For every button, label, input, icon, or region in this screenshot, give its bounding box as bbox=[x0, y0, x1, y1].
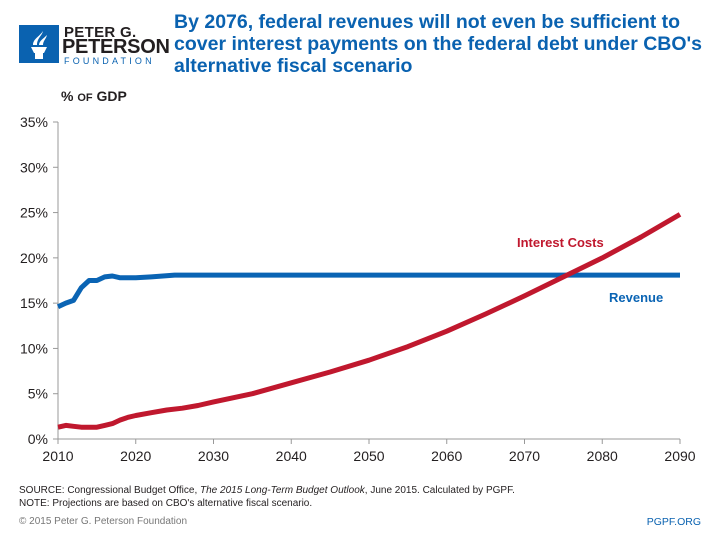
x-tick-label: 2040 bbox=[276, 448, 307, 464]
y-tick-label: 35% bbox=[20, 114, 48, 130]
series-label: Revenue bbox=[609, 290, 663, 305]
y-tick-label: 15% bbox=[20, 295, 48, 311]
y-tick-label: 20% bbox=[20, 250, 48, 266]
x-tick-label: 2030 bbox=[198, 448, 229, 464]
y-tick-label: 5% bbox=[28, 386, 48, 402]
x-tick-label: 2020 bbox=[120, 448, 151, 464]
logo-line1: PETER G. bbox=[64, 24, 137, 41]
y-tick-label: 10% bbox=[20, 340, 48, 356]
series-label: Interest Costs bbox=[517, 235, 604, 250]
x-tick-label: 2090 bbox=[664, 448, 695, 464]
note: NOTE: Projections are based on CBO's alt… bbox=[19, 498, 313, 509]
x-tick-label: 2050 bbox=[353, 448, 384, 464]
y-axis-label: % OF GDP bbox=[61, 88, 127, 104]
logo-line3: FOUNDATION bbox=[64, 56, 155, 66]
y-tick-label: 25% bbox=[20, 205, 48, 221]
site-link[interactable]: PGPF.ORG bbox=[646, 516, 701, 528]
x-tick-label: 2060 bbox=[431, 448, 462, 464]
x-tick-label: 2010 bbox=[42, 448, 73, 464]
y-tick-label: 30% bbox=[20, 159, 48, 175]
torch-icon bbox=[19, 25, 59, 63]
source-note: SOURCE: Congressional Budget Office, The… bbox=[19, 485, 515, 496]
series-line-revenue bbox=[56, 272, 680, 310]
y-tick-label: 0% bbox=[28, 431, 48, 447]
logo-line2: PETERSON bbox=[62, 36, 170, 58]
logo: PETER G. PETERSON FOUNDATION bbox=[19, 24, 170, 66]
x-tick-label: 2070 bbox=[509, 448, 540, 464]
chart-title: By 2076, federal revenues will not even … bbox=[174, 11, 703, 77]
copyright: © 2015 Peter G. Peterson Foundation bbox=[19, 516, 188, 527]
series-line-interest-costs bbox=[57, 212, 682, 430]
x-tick-label: 2080 bbox=[587, 448, 618, 464]
